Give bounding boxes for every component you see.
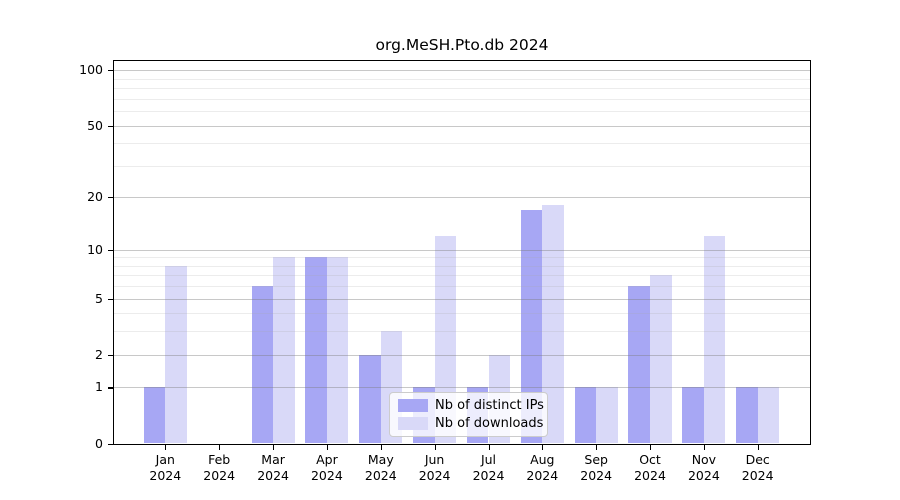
x-tick-year: 2024 xyxy=(364,467,397,483)
bar-downloads-jan xyxy=(165,265,187,444)
y-tickmark-5 xyxy=(108,298,113,300)
y-tickmark-50 xyxy=(108,125,113,127)
x-tick-label-jan: Jan 2024 xyxy=(135,452,195,483)
bar-downloads-oct xyxy=(650,275,672,444)
y-tickmark-0 xyxy=(108,443,113,445)
x-tickmark-jun xyxy=(434,445,436,450)
x-tickmark-jul xyxy=(488,445,490,450)
x-tick-month: May xyxy=(367,452,394,467)
x-tick-year: 2024 xyxy=(149,467,182,483)
bar-downloads-aug xyxy=(542,205,564,444)
bar-downloads-jun xyxy=(434,236,457,444)
x-tick-label-apr: Apr 2024 xyxy=(297,452,357,483)
x-tick-year: 2024 xyxy=(634,467,666,483)
x-tick-month: Oct xyxy=(639,452,661,467)
legend-item-downloads: Nb of downloads xyxy=(398,416,543,431)
bar-downloads-mar xyxy=(273,257,295,444)
y-tickmark-20 xyxy=(108,197,113,199)
legend-label-distinct-ips: Nb of distinct IPs xyxy=(435,398,544,414)
y-tickmark-1 xyxy=(108,387,113,389)
y-tickmark-10 xyxy=(108,249,113,251)
x-tick-year: 2024 xyxy=(257,467,289,483)
bar-downloads-sep xyxy=(596,387,618,444)
x-tick-year: 2024 xyxy=(203,467,236,483)
x-tick-month: Dec xyxy=(745,452,770,467)
bar-distinct-ips-sep xyxy=(574,387,597,444)
x-tick-label-feb: Feb 2024 xyxy=(189,452,249,483)
bar-distinct-ips-aug xyxy=(520,209,543,444)
x-tick-label-oct: Oct 2024 xyxy=(620,452,680,483)
x-tick-month: Nov xyxy=(691,452,717,467)
y-tick-label-20: 20 xyxy=(87,189,103,205)
bar-distinct-ips-jan xyxy=(143,387,166,444)
x-tick-year: 2024 xyxy=(418,467,451,483)
bar-distinct-ips-mar xyxy=(251,286,274,444)
x-tick-year: 2024 xyxy=(580,467,613,483)
x-tick-label-may: May 2024 xyxy=(351,452,411,483)
bar-downloads-apr xyxy=(326,257,349,444)
x-tickmark-nov xyxy=(703,445,706,450)
y-tick-label-50: 50 xyxy=(87,117,103,133)
legend: Nb of distinct IPs Nb of downloads xyxy=(389,392,548,437)
legend-swatch-distinct-ips xyxy=(398,399,428,413)
x-tickmark-apr xyxy=(326,445,329,450)
x-tick-label-jun: Jun 2024 xyxy=(405,452,465,483)
x-tick-year: 2024 xyxy=(472,467,505,483)
x-tickmark-oct xyxy=(650,445,652,450)
bar-distinct-ips-may xyxy=(359,354,381,444)
bar-distinct-ips-nov xyxy=(682,387,704,444)
legend-swatch-downloads xyxy=(398,416,428,430)
y-tickmark-2 xyxy=(108,354,113,356)
x-tick-year: 2024 xyxy=(526,467,559,483)
bar-distinct-ips-oct xyxy=(628,286,650,444)
bar-downloads-nov xyxy=(703,236,726,444)
y-tickmark-100 xyxy=(108,70,113,72)
plot-area: Nb of distinct IPs Nb of downloads xyxy=(113,60,811,445)
x-tick-year: 2024 xyxy=(310,467,343,483)
legend-item-distinct-ips: Nb of distinct IPs xyxy=(398,398,544,413)
bar-distinct-ips-apr xyxy=(305,257,327,444)
y-tick-label-100: 100 xyxy=(79,62,103,78)
y-tick-label-2: 2 xyxy=(95,346,103,362)
x-tick-month: Sep xyxy=(584,452,608,467)
x-tick-label-nov: Nov 2024 xyxy=(674,452,734,483)
y-tick-label-10: 10 xyxy=(87,241,103,257)
y-tick-label-0: 0 xyxy=(95,435,103,451)
bars-layer xyxy=(114,61,810,444)
x-tick-year: 2024 xyxy=(741,467,774,483)
x-tickmark-feb xyxy=(219,445,221,450)
x-tickmark-aug xyxy=(542,445,544,450)
chart-title: org.MeSH.Pto.db 2024 xyxy=(375,36,549,54)
x-tick-year: 2024 xyxy=(687,467,720,483)
x-tick-month: Feb xyxy=(208,452,231,467)
y-tick-label-5: 5 xyxy=(95,290,103,306)
x-tick-label-jul: Jul 2024 xyxy=(459,452,519,483)
x-tickmark-may xyxy=(380,445,382,450)
x-tick-month: Jun xyxy=(424,452,445,467)
x-tick-month: Jan xyxy=(155,452,175,467)
x-tick-month: Jul xyxy=(480,452,497,467)
bar-distinct-ips-dec xyxy=(736,387,758,444)
bar-downloads-dec xyxy=(757,387,780,444)
x-tick-label-aug: Aug 2024 xyxy=(512,452,572,483)
x-tick-label-sep: Sep 2024 xyxy=(566,452,626,483)
x-tick-label-mar: Mar 2024 xyxy=(243,452,303,483)
x-tick-month: Mar xyxy=(261,452,285,467)
x-tickmark-dec xyxy=(757,445,759,450)
y-tick-label-1: 1 xyxy=(95,379,103,395)
x-tickmark-jan xyxy=(165,445,167,450)
x-tickmark-sep xyxy=(596,445,598,450)
x-tick-label-dec: Dec 2024 xyxy=(728,452,788,483)
x-tickmark-mar xyxy=(273,445,275,450)
x-tick-month: Aug xyxy=(530,452,555,467)
legend-label-downloads: Nb of downloads xyxy=(435,415,544,431)
x-tick-month: Apr xyxy=(316,452,338,467)
